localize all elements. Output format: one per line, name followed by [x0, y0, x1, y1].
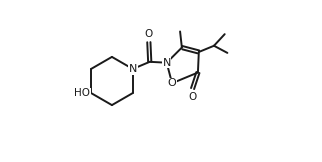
Text: O: O — [188, 92, 197, 102]
Text: HO: HO — [74, 88, 90, 98]
Text: N: N — [163, 58, 171, 68]
Text: O: O — [145, 29, 153, 39]
Text: N: N — [128, 64, 137, 74]
Text: O: O — [168, 78, 176, 88]
